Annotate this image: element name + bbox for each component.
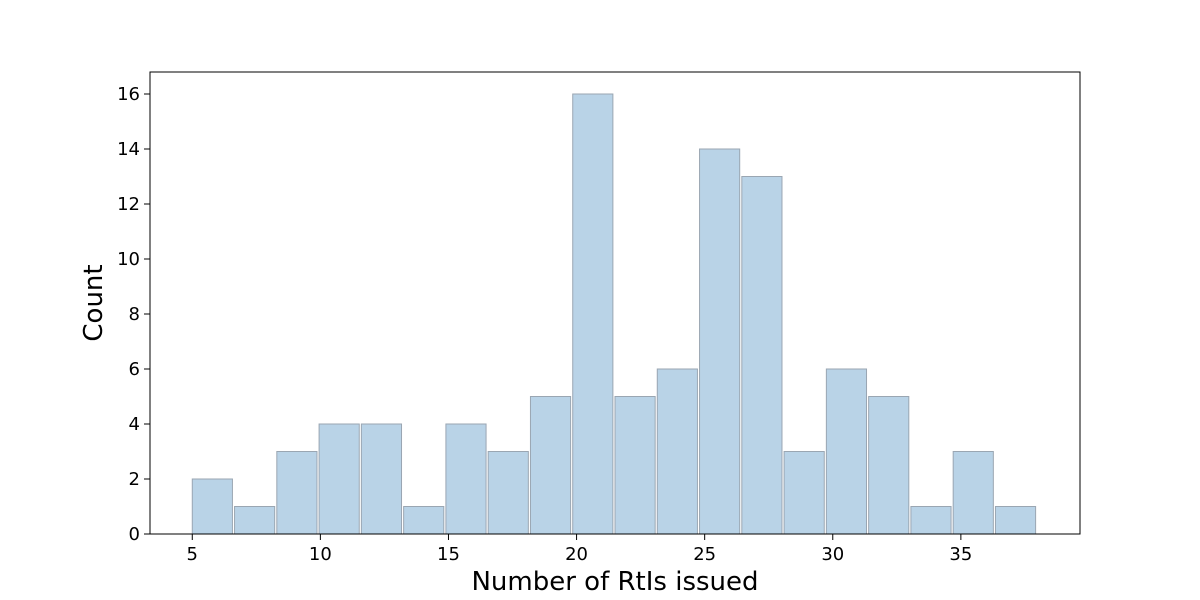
histogram-bar [783, 451, 825, 535]
histogram-bar [529, 396, 572, 535]
x-tick-label: 25 [693, 544, 716, 565]
histogram-bar [318, 423, 360, 535]
y-tick-label: 8 [129, 304, 140, 325]
x-tick-label: 30 [821, 544, 844, 565]
x-axis-ticks: 5 10 15 20 25 30 35 [187, 534, 972, 565]
histogram-bar [360, 423, 403, 535]
histogram-bar [656, 368, 698, 535]
y-tick-label: 2 [129, 469, 140, 490]
x-tick-label: 10 [309, 544, 332, 565]
y-tick-label: 4 [129, 414, 140, 435]
y-tick-label: 6 [129, 359, 140, 380]
histogram-bar [614, 396, 656, 535]
bars-layer [191, 93, 1037, 535]
histogram-bar [699, 148, 741, 535]
histogram-bar [994, 506, 1037, 535]
y-tick-label: 14 [117, 139, 140, 160]
histogram-bar [741, 176, 783, 535]
histogram-bar [191, 478, 233, 535]
y-tick-label: 16 [117, 84, 140, 105]
histogram-bar [825, 368, 868, 535]
x-axis-label: Number of RtIs issued [471, 567, 758, 597]
plot-frame [149, 71, 1081, 535]
histogram-bar [487, 451, 529, 535]
y-axis-ticks: 0 2 4 6 8 10 12 14 16 [117, 84, 150, 545]
histogram-bar [910, 506, 952, 535]
y-tick-label: 10 [117, 249, 140, 270]
histogram-bar [952, 451, 994, 535]
histogram-bar [403, 506, 445, 535]
histogram-bar [572, 93, 614, 535]
y-axis-label: Count [79, 264, 109, 341]
histogram-bar [234, 506, 276, 535]
histogram-bar [276, 451, 318, 535]
x-tick-label: 5 [187, 544, 198, 565]
histogram-bar [445, 423, 487, 535]
y-tick-label: 12 [117, 194, 140, 215]
x-tick-label: 15 [437, 544, 460, 565]
y-tick-label: 0 [129, 524, 140, 545]
histogram-bar [868, 396, 910, 535]
x-tick-label: 35 [949, 544, 972, 565]
x-tick-label: 20 [565, 544, 588, 565]
